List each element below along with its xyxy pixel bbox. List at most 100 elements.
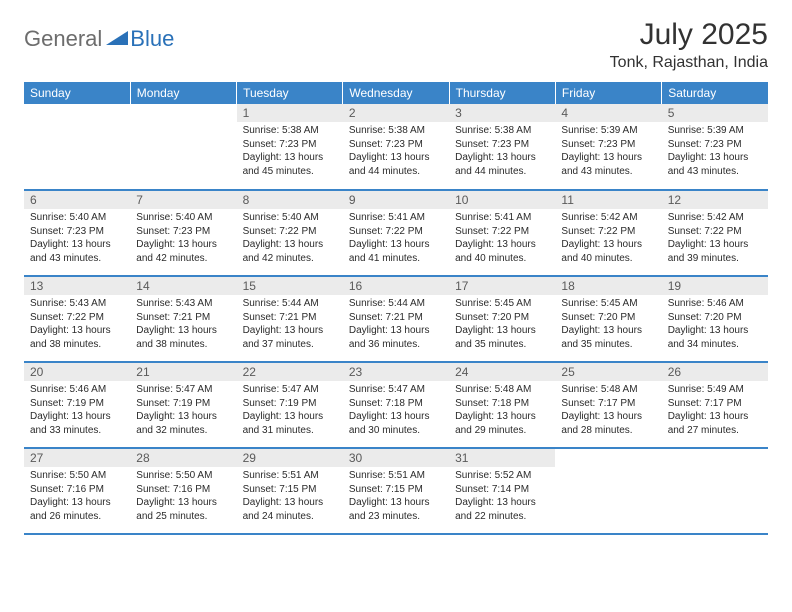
day-cell: 1Sunrise: 5:38 AMSunset: 7:23 PMDaylight… bbox=[237, 104, 343, 190]
day-number: 28 bbox=[130, 449, 236, 467]
day-content: Sunrise: 5:43 AMSunset: 7:21 PMDaylight:… bbox=[130, 295, 236, 355]
day-content: Sunrise: 5:38 AMSunset: 7:23 PMDaylight:… bbox=[237, 122, 343, 182]
day-content: Sunrise: 5:49 AMSunset: 7:17 PMDaylight:… bbox=[662, 381, 768, 441]
day-cell: 26Sunrise: 5:49 AMSunset: 7:17 PMDayligh… bbox=[662, 362, 768, 448]
day-content: Sunrise: 5:44 AMSunset: 7:21 PMDaylight:… bbox=[237, 295, 343, 355]
day-content: Sunrise: 5:39 AMSunset: 7:23 PMDaylight:… bbox=[662, 122, 768, 182]
day-content: Sunrise: 5:47 AMSunset: 7:19 PMDaylight:… bbox=[237, 381, 343, 441]
day-number: 23 bbox=[343, 363, 449, 381]
day-content: Sunrise: 5:39 AMSunset: 7:23 PMDaylight:… bbox=[555, 122, 661, 182]
day-number: 27 bbox=[24, 449, 130, 467]
day-number: 22 bbox=[237, 363, 343, 381]
day-number: 19 bbox=[662, 277, 768, 295]
logo-text-general: General bbox=[24, 26, 102, 52]
day-number: 31 bbox=[449, 449, 555, 467]
day-content: Sunrise: 5:44 AMSunset: 7:21 PMDaylight:… bbox=[343, 295, 449, 355]
day-cell: 13Sunrise: 5:43 AMSunset: 7:22 PMDayligh… bbox=[24, 276, 130, 362]
day-cell: 16Sunrise: 5:44 AMSunset: 7:21 PMDayligh… bbox=[343, 276, 449, 362]
day-content: Sunrise: 5:40 AMSunset: 7:23 PMDaylight:… bbox=[130, 209, 236, 269]
day-cell: 18Sunrise: 5:45 AMSunset: 7:20 PMDayligh… bbox=[555, 276, 661, 362]
day-content: Sunrise: 5:45 AMSunset: 7:20 PMDaylight:… bbox=[555, 295, 661, 355]
day-cell: 3Sunrise: 5:38 AMSunset: 7:23 PMDaylight… bbox=[449, 104, 555, 190]
day-cell bbox=[130, 104, 236, 190]
calendar-body: 1Sunrise: 5:38 AMSunset: 7:23 PMDaylight… bbox=[24, 104, 768, 534]
day-header: Sunday bbox=[24, 82, 130, 104]
day-number: 24 bbox=[449, 363, 555, 381]
location: Tonk, Rajasthan, India bbox=[610, 54, 768, 72]
day-content: Sunrise: 5:38 AMSunset: 7:23 PMDaylight:… bbox=[343, 122, 449, 182]
day-cell: 30Sunrise: 5:51 AMSunset: 7:15 PMDayligh… bbox=[343, 448, 449, 534]
day-cell: 2Sunrise: 5:38 AMSunset: 7:23 PMDaylight… bbox=[343, 104, 449, 190]
day-cell: 10Sunrise: 5:41 AMSunset: 7:22 PMDayligh… bbox=[449, 190, 555, 276]
day-cell: 31Sunrise: 5:52 AMSunset: 7:14 PMDayligh… bbox=[449, 448, 555, 534]
day-number: 10 bbox=[449, 191, 555, 209]
day-number: 26 bbox=[662, 363, 768, 381]
day-cell: 6Sunrise: 5:40 AMSunset: 7:23 PMDaylight… bbox=[24, 190, 130, 276]
day-number: 29 bbox=[237, 449, 343, 467]
day-cell bbox=[24, 104, 130, 190]
day-content: Sunrise: 5:47 AMSunset: 7:18 PMDaylight:… bbox=[343, 381, 449, 441]
day-content: Sunrise: 5:50 AMSunset: 7:16 PMDaylight:… bbox=[130, 467, 236, 527]
day-cell: 21Sunrise: 5:47 AMSunset: 7:19 PMDayligh… bbox=[130, 362, 236, 448]
day-cell: 25Sunrise: 5:48 AMSunset: 7:17 PMDayligh… bbox=[555, 362, 661, 448]
day-content: Sunrise: 5:41 AMSunset: 7:22 PMDaylight:… bbox=[343, 209, 449, 269]
day-content: Sunrise: 5:46 AMSunset: 7:20 PMDaylight:… bbox=[662, 295, 768, 355]
day-number: 25 bbox=[555, 363, 661, 381]
week-row: 13Sunrise: 5:43 AMSunset: 7:22 PMDayligh… bbox=[24, 276, 768, 362]
day-cell: 23Sunrise: 5:47 AMSunset: 7:18 PMDayligh… bbox=[343, 362, 449, 448]
day-cell: 15Sunrise: 5:44 AMSunset: 7:21 PMDayligh… bbox=[237, 276, 343, 362]
day-cell: 11Sunrise: 5:42 AMSunset: 7:22 PMDayligh… bbox=[555, 190, 661, 276]
day-cell: 14Sunrise: 5:43 AMSunset: 7:21 PMDayligh… bbox=[130, 276, 236, 362]
day-content: Sunrise: 5:52 AMSunset: 7:14 PMDaylight:… bbox=[449, 467, 555, 527]
header: General Blue July 2025 Tonk, Rajasthan, … bbox=[24, 18, 768, 72]
day-cell: 28Sunrise: 5:50 AMSunset: 7:16 PMDayligh… bbox=[130, 448, 236, 534]
day-number: 17 bbox=[449, 277, 555, 295]
day-number: 7 bbox=[130, 191, 236, 209]
day-number: 30 bbox=[343, 449, 449, 467]
day-number: 1 bbox=[237, 104, 343, 122]
day-content: Sunrise: 5:48 AMSunset: 7:17 PMDaylight:… bbox=[555, 381, 661, 441]
day-cell: 20Sunrise: 5:46 AMSunset: 7:19 PMDayligh… bbox=[24, 362, 130, 448]
day-number: 4 bbox=[555, 104, 661, 122]
day-header-row: SundayMondayTuesdayWednesdayThursdayFrid… bbox=[24, 82, 768, 104]
day-cell: 27Sunrise: 5:50 AMSunset: 7:16 PMDayligh… bbox=[24, 448, 130, 534]
day-content: Sunrise: 5:42 AMSunset: 7:22 PMDaylight:… bbox=[662, 209, 768, 269]
day-cell: 24Sunrise: 5:48 AMSunset: 7:18 PMDayligh… bbox=[449, 362, 555, 448]
day-content: Sunrise: 5:43 AMSunset: 7:22 PMDaylight:… bbox=[24, 295, 130, 355]
day-number: 13 bbox=[24, 277, 130, 295]
day-cell: 19Sunrise: 5:46 AMSunset: 7:20 PMDayligh… bbox=[662, 276, 768, 362]
week-row: 20Sunrise: 5:46 AMSunset: 7:19 PMDayligh… bbox=[24, 362, 768, 448]
day-header: Tuesday bbox=[237, 82, 343, 104]
day-header: Friday bbox=[555, 82, 661, 104]
day-cell: 8Sunrise: 5:40 AMSunset: 7:22 PMDaylight… bbox=[237, 190, 343, 276]
day-header: Monday bbox=[130, 82, 236, 104]
day-number: 21 bbox=[130, 363, 236, 381]
day-number: 16 bbox=[343, 277, 449, 295]
title-block: July 2025 Tonk, Rajasthan, India bbox=[610, 18, 768, 72]
week-row: 1Sunrise: 5:38 AMSunset: 7:23 PMDaylight… bbox=[24, 104, 768, 190]
day-content: Sunrise: 5:51 AMSunset: 7:15 PMDaylight:… bbox=[237, 467, 343, 527]
day-header: Saturday bbox=[662, 82, 768, 104]
day-number: 2 bbox=[343, 104, 449, 122]
day-number: 20 bbox=[24, 363, 130, 381]
day-cell: 7Sunrise: 5:40 AMSunset: 7:23 PMDaylight… bbox=[130, 190, 236, 276]
day-number: 14 bbox=[130, 277, 236, 295]
day-number: 9 bbox=[343, 191, 449, 209]
day-cell: 12Sunrise: 5:42 AMSunset: 7:22 PMDayligh… bbox=[662, 190, 768, 276]
day-number: 6 bbox=[24, 191, 130, 209]
month-title: July 2025 bbox=[610, 18, 768, 52]
logo-triangle-icon bbox=[106, 29, 128, 50]
day-cell: 22Sunrise: 5:47 AMSunset: 7:19 PMDayligh… bbox=[237, 362, 343, 448]
day-content: Sunrise: 5:38 AMSunset: 7:23 PMDaylight:… bbox=[449, 122, 555, 182]
day-content: Sunrise: 5:50 AMSunset: 7:16 PMDaylight:… bbox=[24, 467, 130, 527]
calendar-head: SundayMondayTuesdayWednesdayThursdayFrid… bbox=[24, 82, 768, 104]
day-content: Sunrise: 5:46 AMSunset: 7:19 PMDaylight:… bbox=[24, 381, 130, 441]
day-cell bbox=[555, 448, 661, 534]
logo-text-blue: Blue bbox=[130, 26, 174, 52]
day-content: Sunrise: 5:51 AMSunset: 7:15 PMDaylight:… bbox=[343, 467, 449, 527]
day-content: Sunrise: 5:40 AMSunset: 7:22 PMDaylight:… bbox=[237, 209, 343, 269]
day-content: Sunrise: 5:47 AMSunset: 7:19 PMDaylight:… bbox=[130, 381, 236, 441]
logo: General Blue bbox=[24, 18, 174, 52]
day-header: Thursday bbox=[449, 82, 555, 104]
day-content: Sunrise: 5:40 AMSunset: 7:23 PMDaylight:… bbox=[24, 209, 130, 269]
